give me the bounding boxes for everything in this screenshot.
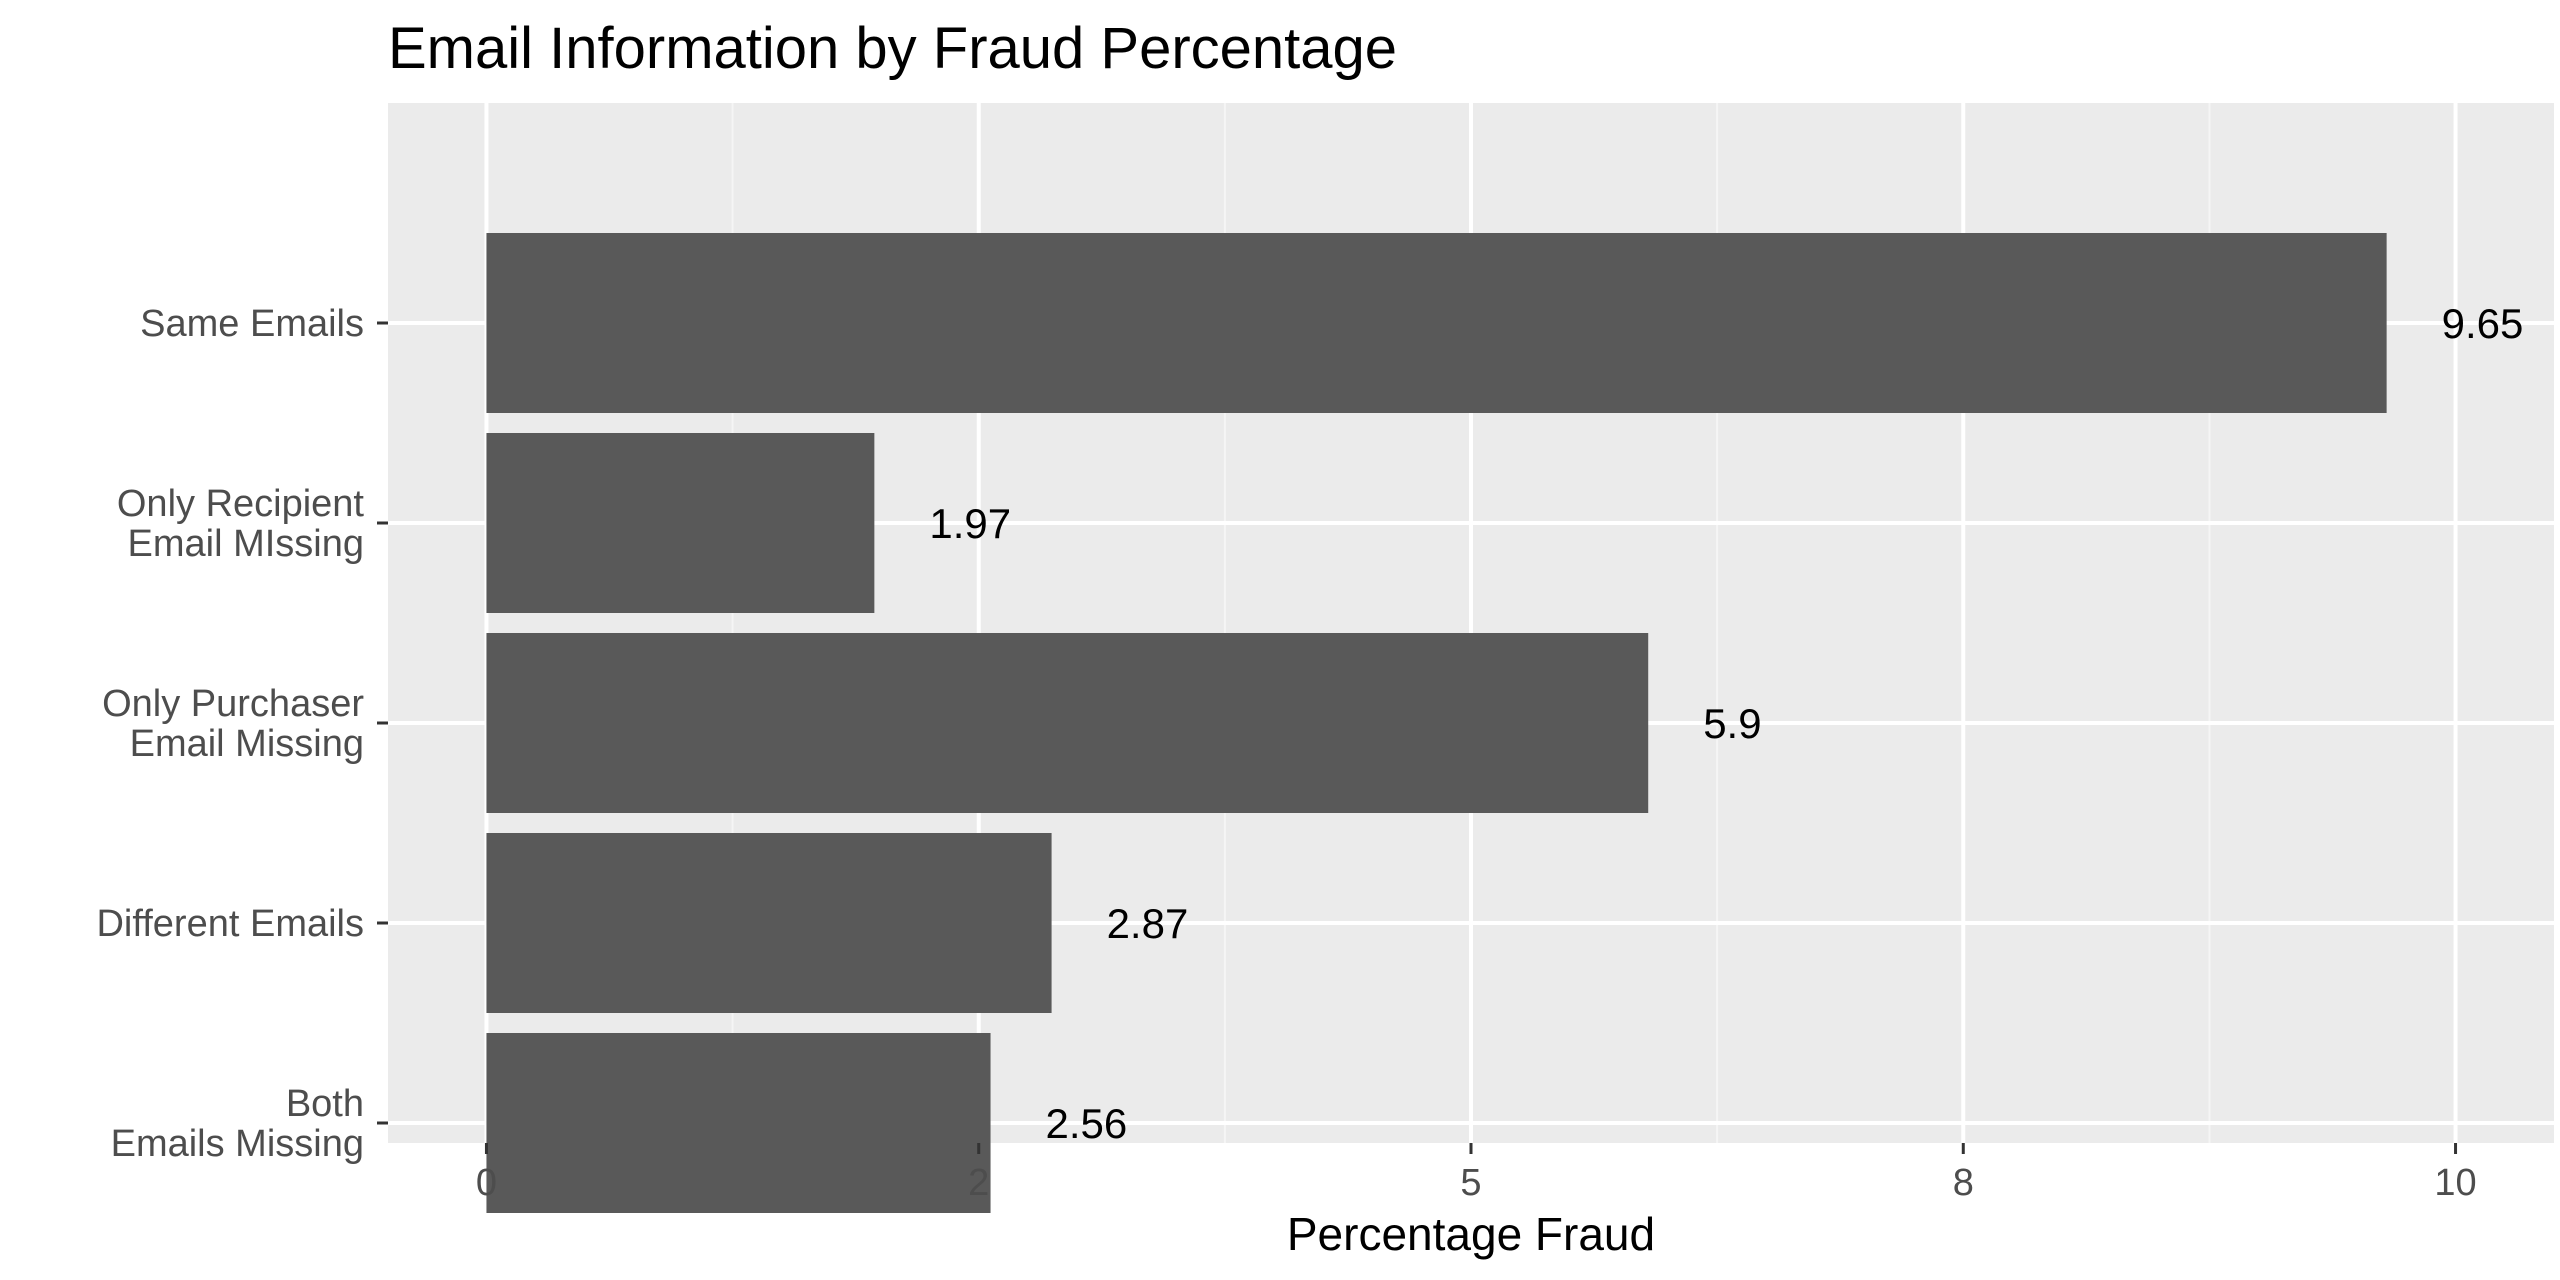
data-label: 9.65 <box>2442 300 2524 347</box>
bar <box>486 633 1649 813</box>
y-tick-label: Only Purchaser Email Missing <box>102 683 364 765</box>
data-label: 2.87 <box>1107 900 1189 947</box>
chart-title: Email Information by Fraud Percentage <box>388 16 1397 81</box>
data-label: 5.9 <box>1703 700 1761 747</box>
y-tick-label: Different Emails <box>96 903 364 945</box>
x-tick-label: 10 <box>2434 1162 2476 1204</box>
y-tick-label: Only Recipient Email MIssing <box>117 483 365 565</box>
x-tick-label: 5 <box>1460 1162 1481 1204</box>
bar <box>486 233 2387 413</box>
bars <box>486 233 2387 1213</box>
x-axis: 0 2 5 8 10 <box>476 1143 2477 1204</box>
y-tick-label: Same Emails <box>140 303 364 345</box>
data-labels: 9.65 1.97 5.9 2.87 2.56 <box>929 300 2523 1147</box>
x-tick-label: 0 <box>476 1162 497 1204</box>
x-tick-label: 8 <box>1953 1162 1974 1204</box>
y-axis: Same Emails Only Recipient Email MIssing On… <box>96 303 388 1165</box>
y-tick-label: Both Emails Missing <box>111 1083 364 1165</box>
x-axis-title: Percentage Fraud <box>1287 1208 1655 1260</box>
data-label: 1.97 <box>929 500 1011 547</box>
data-label: 2.56 <box>1046 1100 1128 1147</box>
bar <box>486 1033 991 1213</box>
x-tick-label: 2 <box>968 1162 989 1204</box>
bar <box>486 833 1052 1013</box>
bar <box>486 433 875 613</box>
